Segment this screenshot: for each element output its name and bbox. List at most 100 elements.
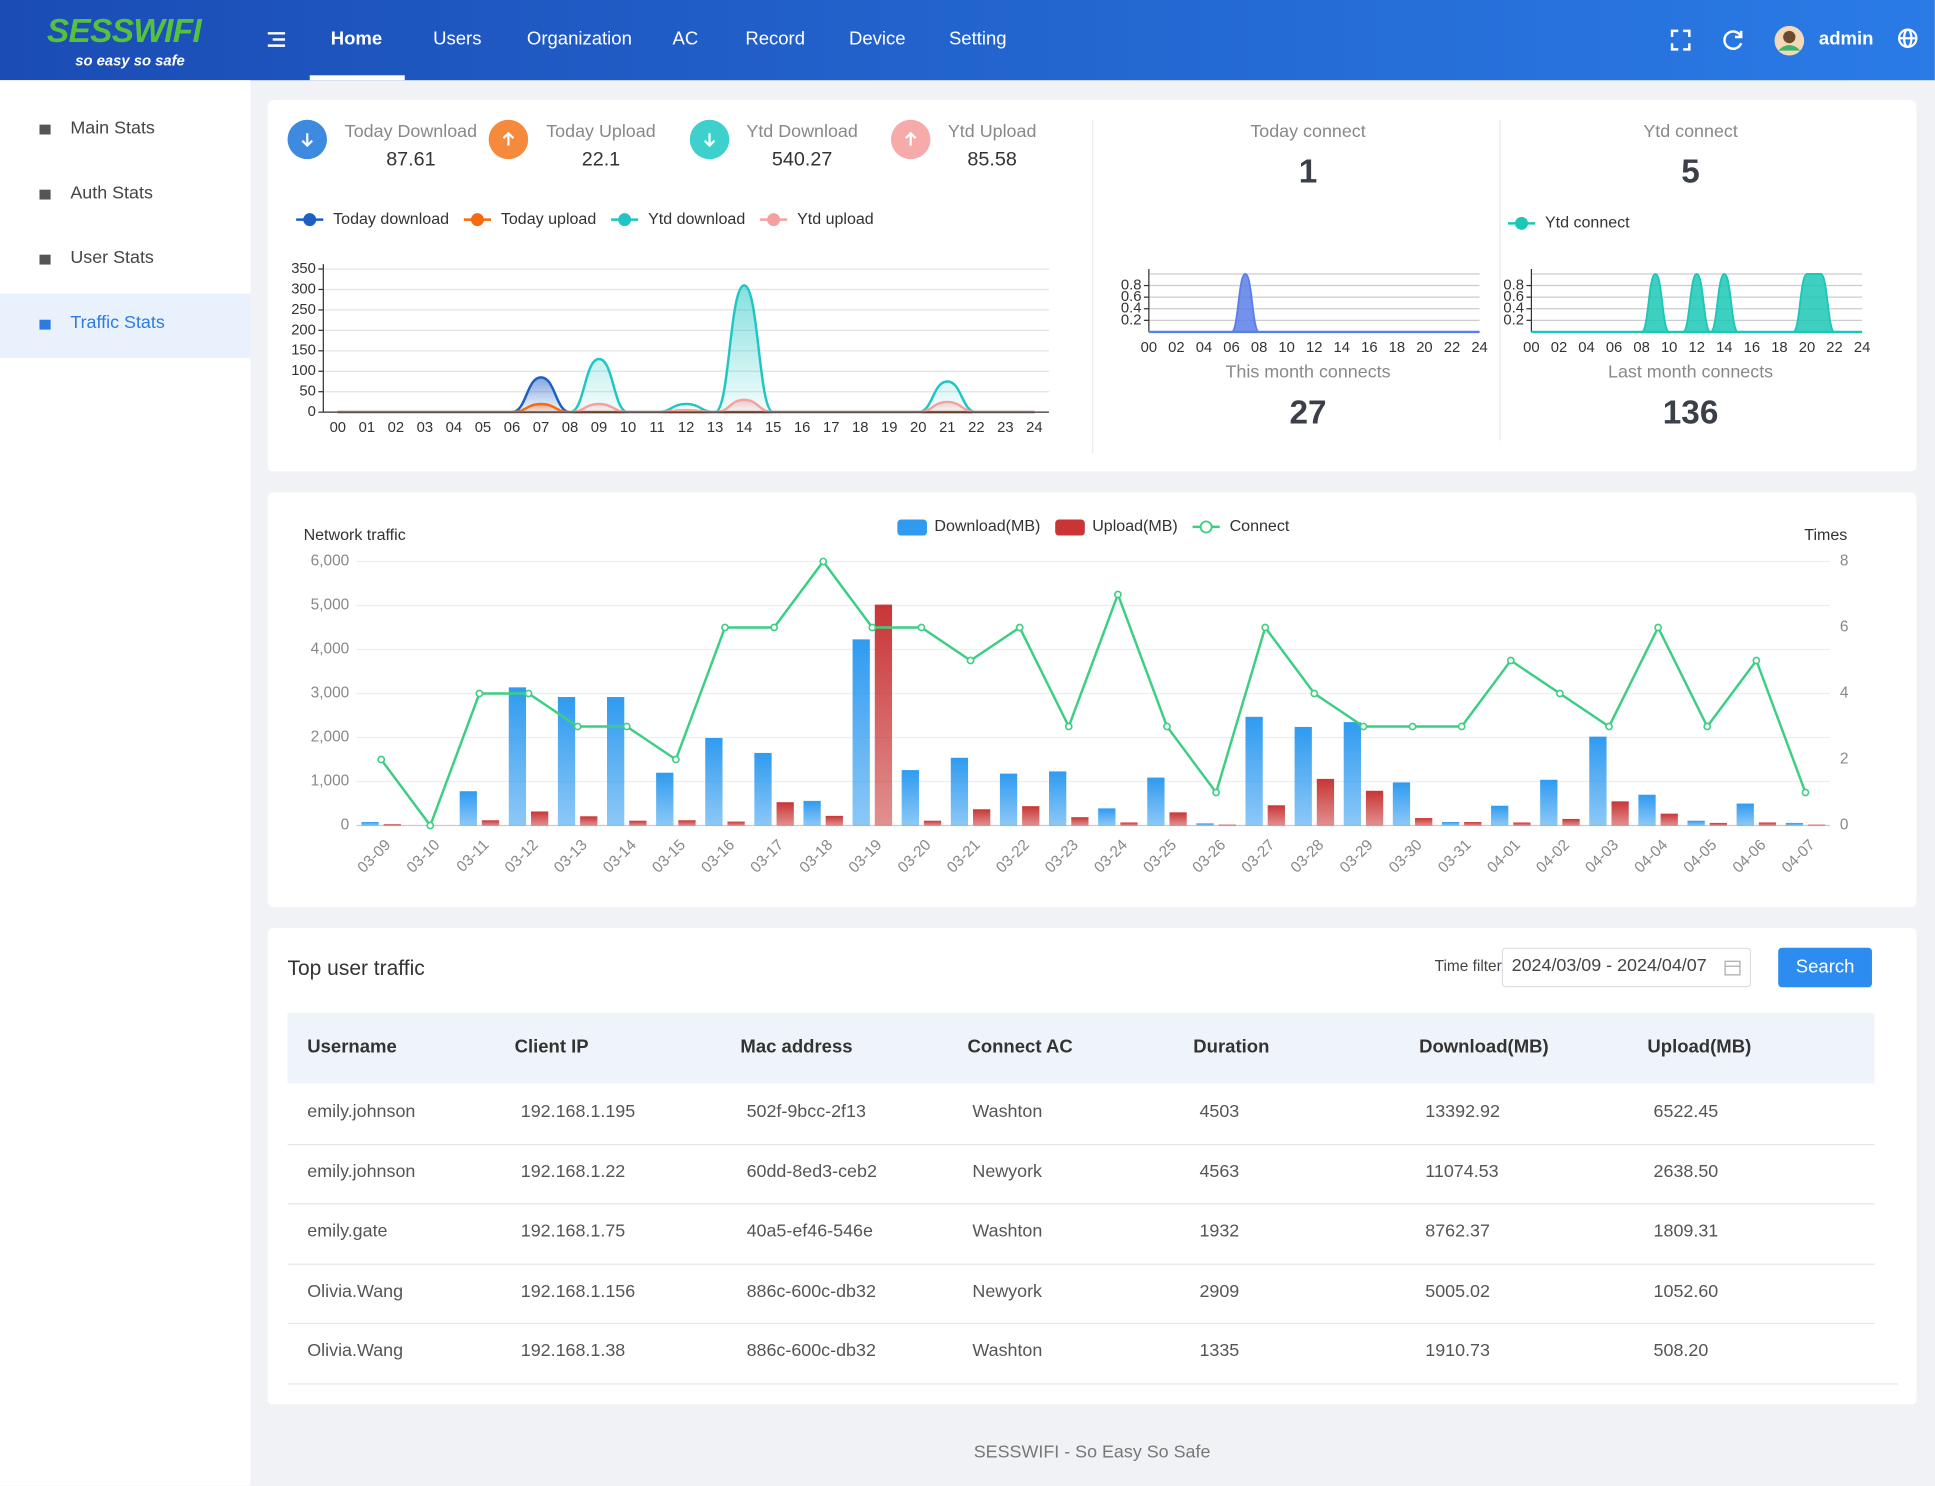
x-tick-label: 24 — [1026, 420, 1042, 436]
x-tick-label: 24 — [1854, 340, 1870, 356]
table-cell: emily.johnson — [307, 1161, 416, 1182]
point — [1605, 722, 1613, 731]
bar — [1218, 824, 1236, 826]
point — [966, 656, 975, 665]
table-cell: 502f-9bcc-2f13 — [746, 1101, 866, 1122]
x-tick-label: 24 — [1471, 340, 1487, 356]
stat-arrow — [703, 133, 716, 148]
stat-label: Today Download — [344, 122, 478, 142]
bar — [1589, 736, 1607, 826]
menu-icon[interactable] — [267, 32, 286, 47]
x-tick-label: 08 — [1251, 340, 1267, 356]
point — [1113, 590, 1122, 599]
table-cell: Washton — [972, 1341, 1043, 1362]
point — [1703, 722, 1712, 731]
legend-dot — [1515, 216, 1529, 230]
nav-item[interactable]: Setting — [948, 28, 1007, 50]
sidebar-icon — [39, 254, 51, 265]
point — [721, 623, 729, 632]
x-tick-label: 00 — [1523, 340, 1539, 356]
bar — [754, 752, 772, 826]
nav-item[interactable]: Record — [745, 28, 806, 50]
sidebar-item[interactable]: Traffic Stats — [70, 313, 165, 334]
nav-item[interactable]: Organization — [526, 28, 632, 50]
sidebar-item[interactable]: User Stats — [70, 248, 154, 269]
slogan: so easy so safe — [75, 51, 185, 70]
nav-item[interactable]: Device — [848, 28, 906, 50]
nav-item[interactable]: AC — [672, 28, 699, 50]
bar — [1147, 777, 1165, 826]
connect-label: This month connects — [1225, 362, 1391, 383]
nav-item[interactable]: Home — [330, 28, 383, 50]
table-cell: Olivia.Wang — [307, 1281, 404, 1302]
y-tick-label: 0.4 — [1503, 301, 1524, 317]
bar — [1660, 813, 1678, 826]
column-header: Upload(MB) — [1647, 1036, 1752, 1058]
stat-value: 540.27 — [771, 149, 833, 171]
x-tick-label: 19 — [881, 420, 897, 436]
x-tick-label: 03-20 — [895, 837, 935, 877]
legend-label: Download(MB) — [934, 517, 1040, 535]
table-cell: 4563 — [1199, 1161, 1240, 1182]
x-tick-label: 14 — [1334, 340, 1350, 356]
bar — [1294, 726, 1312, 826]
point — [1261, 623, 1270, 632]
y-tick-label: 2,000 — [311, 729, 350, 746]
table-cell: Olivia.Wang — [307, 1341, 404, 1362]
area — [1531, 273, 1863, 332]
x-tick-label: 03-09 — [354, 837, 394, 877]
bar — [1807, 824, 1826, 826]
table-cell: 60dd-8ed3-ceb2 — [746, 1161, 877, 1182]
fullscreen-icon[interactable] — [1670, 29, 1691, 51]
x-tick-label: 03-18 — [796, 837, 836, 877]
y-tick-label: 2 — [1840, 751, 1849, 768]
refresh-icon[interactable] — [1723, 30, 1743, 50]
bar — [1267, 805, 1285, 826]
point — [1457, 722, 1466, 731]
connect-label: Last month connects — [1608, 362, 1774, 383]
bar — [1415, 818, 1433, 826]
x-tick-label: 08 — [1633, 340, 1649, 356]
legend-dot — [470, 213, 484, 227]
point — [475, 689, 484, 698]
point — [1506, 656, 1515, 665]
y-tick-label: 0.4 — [1121, 301, 1142, 317]
point — [671, 755, 680, 764]
x-tick-label: 02 — [1168, 340, 1184, 356]
column-header: Download(MB) — [1419, 1036, 1549, 1058]
row-divider — [287, 1143, 1875, 1145]
point — [868, 623, 877, 632]
bar — [950, 757, 969, 826]
bar — [383, 824, 401, 826]
globe-icon[interactable] — [1898, 28, 1918, 49]
point — [1015, 623, 1024, 632]
user-name[interactable]: admin — [1818, 28, 1874, 50]
x-tick-label: 04-02 — [1533, 837, 1573, 877]
sidebar-item[interactable]: Auth Stats — [70, 183, 153, 204]
stat-value: 22.1 — [581, 149, 621, 171]
bar — [705, 737, 723, 826]
x-tick-label: 04-07 — [1779, 837, 1819, 877]
table-cell: 192.168.1.156 — [520, 1281, 636, 1302]
sidebar-item[interactable]: Main Stats — [70, 118, 155, 139]
search-button[interactable] — [1778, 947, 1872, 988]
bar — [973, 809, 991, 826]
table-cell: Washton — [972, 1101, 1043, 1122]
divider — [1499, 119, 1501, 441]
table-cell: 192.168.1.22 — [520, 1161, 626, 1182]
x-tick-label: 12 — [1689, 340, 1705, 356]
table-title: Top user traffic — [287, 956, 425, 980]
bar — [656, 772, 674, 826]
y-tick-label: 300 — [291, 281, 316, 297]
column-header: Client IP — [514, 1036, 589, 1058]
bar — [1638, 794, 1656, 826]
y-tick-label: 4 — [1840, 685, 1849, 702]
avatar-head — [1783, 30, 1796, 44]
date-input[interactable] — [1501, 947, 1752, 988]
nav-item[interactable]: Users — [433, 28, 482, 50]
table-cell: 1910.73 — [1425, 1341, 1490, 1362]
x-tick-label: 18 — [1389, 340, 1405, 356]
calendar-icon — [1724, 960, 1741, 976]
column-header: Connect AC — [967, 1036, 1073, 1058]
x-tick-label: 03-26 — [1189, 837, 1229, 877]
